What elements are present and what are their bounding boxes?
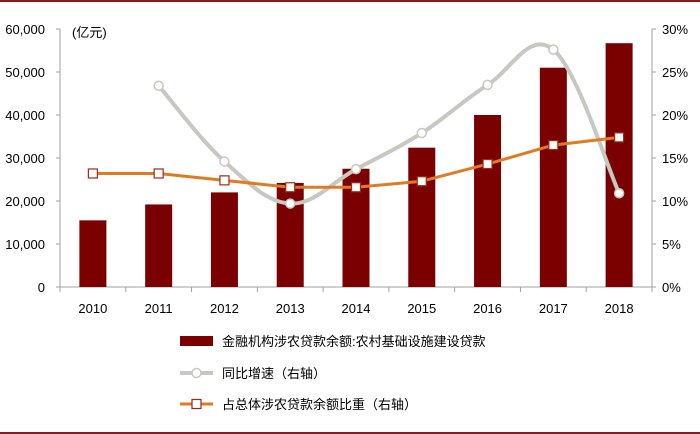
right-tick-label: 30% xyxy=(662,22,688,37)
legend-label: 占总体涉农贷款余额比重（右轴） xyxy=(222,397,417,412)
line-point-marker xyxy=(219,175,230,186)
line-point-marker xyxy=(416,176,427,187)
right-tick-label: 0% xyxy=(662,280,681,295)
line-point-marker xyxy=(548,44,559,55)
right-tick-label: 15% xyxy=(662,151,688,166)
x-tick-label: 2010 xyxy=(78,301,107,316)
x-tick-label: 2013 xyxy=(276,301,305,316)
right-tick-label: 10% xyxy=(662,194,688,209)
bar xyxy=(79,220,107,287)
right-tick-label: 20% xyxy=(662,108,688,123)
line-point-marker xyxy=(613,188,625,199)
line-point-marker xyxy=(153,168,164,179)
x-tick-label: 2012 xyxy=(210,301,239,316)
line-point-marker xyxy=(350,182,362,193)
bar xyxy=(210,192,238,287)
right-tick-label: 5% xyxy=(662,237,681,252)
bar xyxy=(474,115,502,287)
line-point-marker xyxy=(614,132,625,143)
legend-marker xyxy=(191,367,202,379)
legend-label: 同比增速（右轴） xyxy=(222,366,326,381)
x-tick-label: 2016 xyxy=(473,301,502,316)
left-tick-label: 60,000 xyxy=(5,22,45,37)
legend-marker xyxy=(191,398,202,410)
left-axis-unit-label: (亿元) xyxy=(72,25,107,40)
line-point-marker xyxy=(548,140,559,151)
line-point-marker xyxy=(416,127,428,139)
line-point-marker xyxy=(219,156,230,167)
x-tick-label: 2011 xyxy=(145,301,173,316)
bar xyxy=(539,67,567,287)
line-point-marker xyxy=(284,198,296,209)
legend-label: 金融机构涉农贷款余额:农村基础设施建设贷款 xyxy=(222,334,486,349)
line-point-marker xyxy=(153,80,164,92)
lines-layer xyxy=(87,42,625,209)
left-tick-label: 0 xyxy=(38,280,45,295)
left-tick-label: 10,000 xyxy=(5,237,45,252)
x-tick-label: 2017 xyxy=(539,301,568,316)
x-tick-label: 2015 xyxy=(407,301,436,316)
x-tick-label: 2014 xyxy=(342,301,371,316)
line-point-marker xyxy=(87,168,98,179)
x-tick-label: 2018 xyxy=(605,301,634,316)
line-point-marker xyxy=(482,158,493,170)
line-point-marker xyxy=(285,182,296,193)
line-point-marker xyxy=(482,79,493,91)
legend-swatch-bar xyxy=(180,336,213,346)
bar xyxy=(145,204,173,287)
left-tick-label: 30,000 xyxy=(5,151,45,166)
left-tick-label: 50,000 xyxy=(5,65,45,80)
right-tick-label: 25% xyxy=(662,65,688,80)
left-tick-label: 20,000 xyxy=(5,194,45,209)
left-tick-label: 40,000 xyxy=(5,108,45,123)
line-point-marker xyxy=(350,163,362,175)
tick-labels-layer: 0 10,000 20,000 30,000 40,000 50,000 60,000 0% 5… xyxy=(5,22,688,316)
bar xyxy=(408,147,436,287)
